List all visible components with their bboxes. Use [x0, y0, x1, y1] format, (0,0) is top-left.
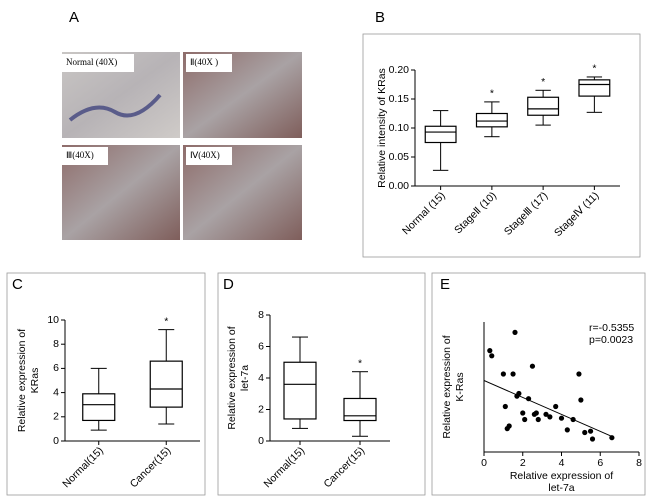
point — [553, 403, 559, 410]
panel-label: B — [375, 9, 385, 26]
panel-frame — [431, 272, 646, 496]
y-tick-label: 0.10 — [389, 122, 410, 134]
y-tick-label: 8 — [53, 338, 59, 350]
y-tick-label: 0.05 — [389, 151, 410, 163]
panel-label: D — [223, 276, 234, 293]
point — [487, 348, 493, 354]
point — [576, 371, 582, 377]
image-label-bg — [186, 54, 232, 72]
point — [547, 414, 553, 420]
image-label: Ⅳ(40X) — [190, 150, 220, 160]
image-label: Ⅲ(40X) — [66, 150, 94, 160]
y-tick-label: 6 — [258, 340, 264, 352]
significance: * — [490, 88, 494, 100]
x-tick-label: 6 — [597, 457, 603, 469]
y-tick-label: 2 — [53, 411, 59, 423]
box — [343, 397, 377, 422]
micrographs: Normal (40X) Ⅱ(40X ) Ⅲ(40X) Ⅳ(40X) — [62, 52, 302, 240]
x-tick-label: Cancer(15) — [128, 445, 174, 491]
significance: * — [541, 76, 545, 88]
x-tick-label: 2 — [520, 457, 526, 469]
stat-annotation: p=0.0023 — [589, 334, 633, 346]
image-label-bg — [62, 147, 108, 165]
box — [149, 360, 183, 408]
significance: * — [592, 63, 596, 75]
y-axis-label: let-7a — [239, 365, 251, 391]
point — [489, 353, 495, 359]
point — [578, 397, 584, 403]
image-label: Normal (40X) — [66, 57, 117, 67]
y-tick-label: 4 — [258, 372, 264, 384]
y-tick-label: 10 — [47, 314, 59, 326]
image-label-bg — [62, 54, 134, 72]
x-tick-label: 4 — [559, 457, 565, 469]
panel-label: C — [12, 276, 23, 293]
point — [533, 410, 539, 416]
y-tick-label: 0 — [53, 435, 59, 447]
point — [558, 415, 565, 421]
y-axis-label: Relative expression of — [441, 335, 453, 438]
y-tick-label: 4 — [53, 386, 59, 398]
box — [283, 361, 317, 420]
x-tick-label: StageⅣ (11) — [552, 190, 601, 239]
point — [510, 371, 516, 377]
box — [475, 112, 508, 128]
point — [582, 429, 588, 436]
point — [506, 423, 512, 429]
point — [535, 416, 541, 423]
point — [520, 410, 526, 416]
panel-frame — [362, 33, 641, 258]
point — [587, 428, 594, 434]
panel-label: E — [440, 276, 450, 293]
point — [525, 396, 532, 402]
x-axis-label: Relative expression of — [510, 470, 613, 482]
point — [589, 436, 596, 442]
y-tick-label: 2 — [258, 403, 264, 415]
box — [424, 125, 457, 144]
point — [543, 411, 549, 417]
panel-frame — [6, 272, 206, 496]
y-tick-label: 0 — [258, 435, 264, 447]
y-tick-label: 0.15 — [389, 93, 410, 105]
y-axis-label: K-Ras — [454, 372, 466, 401]
box — [82, 393, 116, 422]
point — [502, 403, 508, 410]
y-tick-label: 8 — [258, 309, 264, 321]
point — [529, 363, 536, 369]
x-tick-label: StageⅡ (10) — [452, 190, 499, 237]
y-axis-label: Relative expression of — [16, 329, 28, 432]
x-tick-label: Normal(15) — [60, 445, 106, 491]
image-label-bg — [186, 147, 232, 165]
point — [564, 427, 570, 433]
image-detail — [68, 93, 162, 122]
point — [522, 416, 528, 423]
point — [609, 435, 615, 441]
box — [527, 96, 560, 116]
fit-line — [483, 380, 613, 437]
y-tick-label: 0.20 — [389, 64, 410, 76]
panel-label: A — [69, 9, 79, 26]
significance: * — [164, 315, 168, 327]
box — [578, 79, 611, 97]
point — [500, 371, 506, 377]
x-tick-label: 0 — [481, 457, 487, 469]
panel-frame — [217, 272, 426, 496]
x-tick-label: 8 — [636, 457, 642, 469]
x-axis-label: let-7a — [548, 482, 574, 494]
y-tick-label: 6 — [53, 362, 59, 374]
point — [512, 329, 518, 335]
x-tick-label: StageⅢ (17) — [502, 190, 550, 238]
y-axis-label: KRas — [29, 368, 41, 394]
y-axis-label: Relative intensity of KRas — [376, 68, 388, 188]
significance: * — [358, 357, 362, 369]
y-axis-label: Relative expression of — [226, 326, 238, 429]
stat-annotation: r=-0.5355 — [589, 322, 634, 334]
image-label: Ⅱ(40X ) — [190, 57, 218, 67]
x-tick-label: Normal (15) — [400, 190, 448, 238]
x-tick-label: Normal(15) — [261, 445, 307, 491]
x-tick-label: Cancer(15) — [321, 445, 367, 491]
y-tick-label: 0.00 — [389, 180, 410, 192]
